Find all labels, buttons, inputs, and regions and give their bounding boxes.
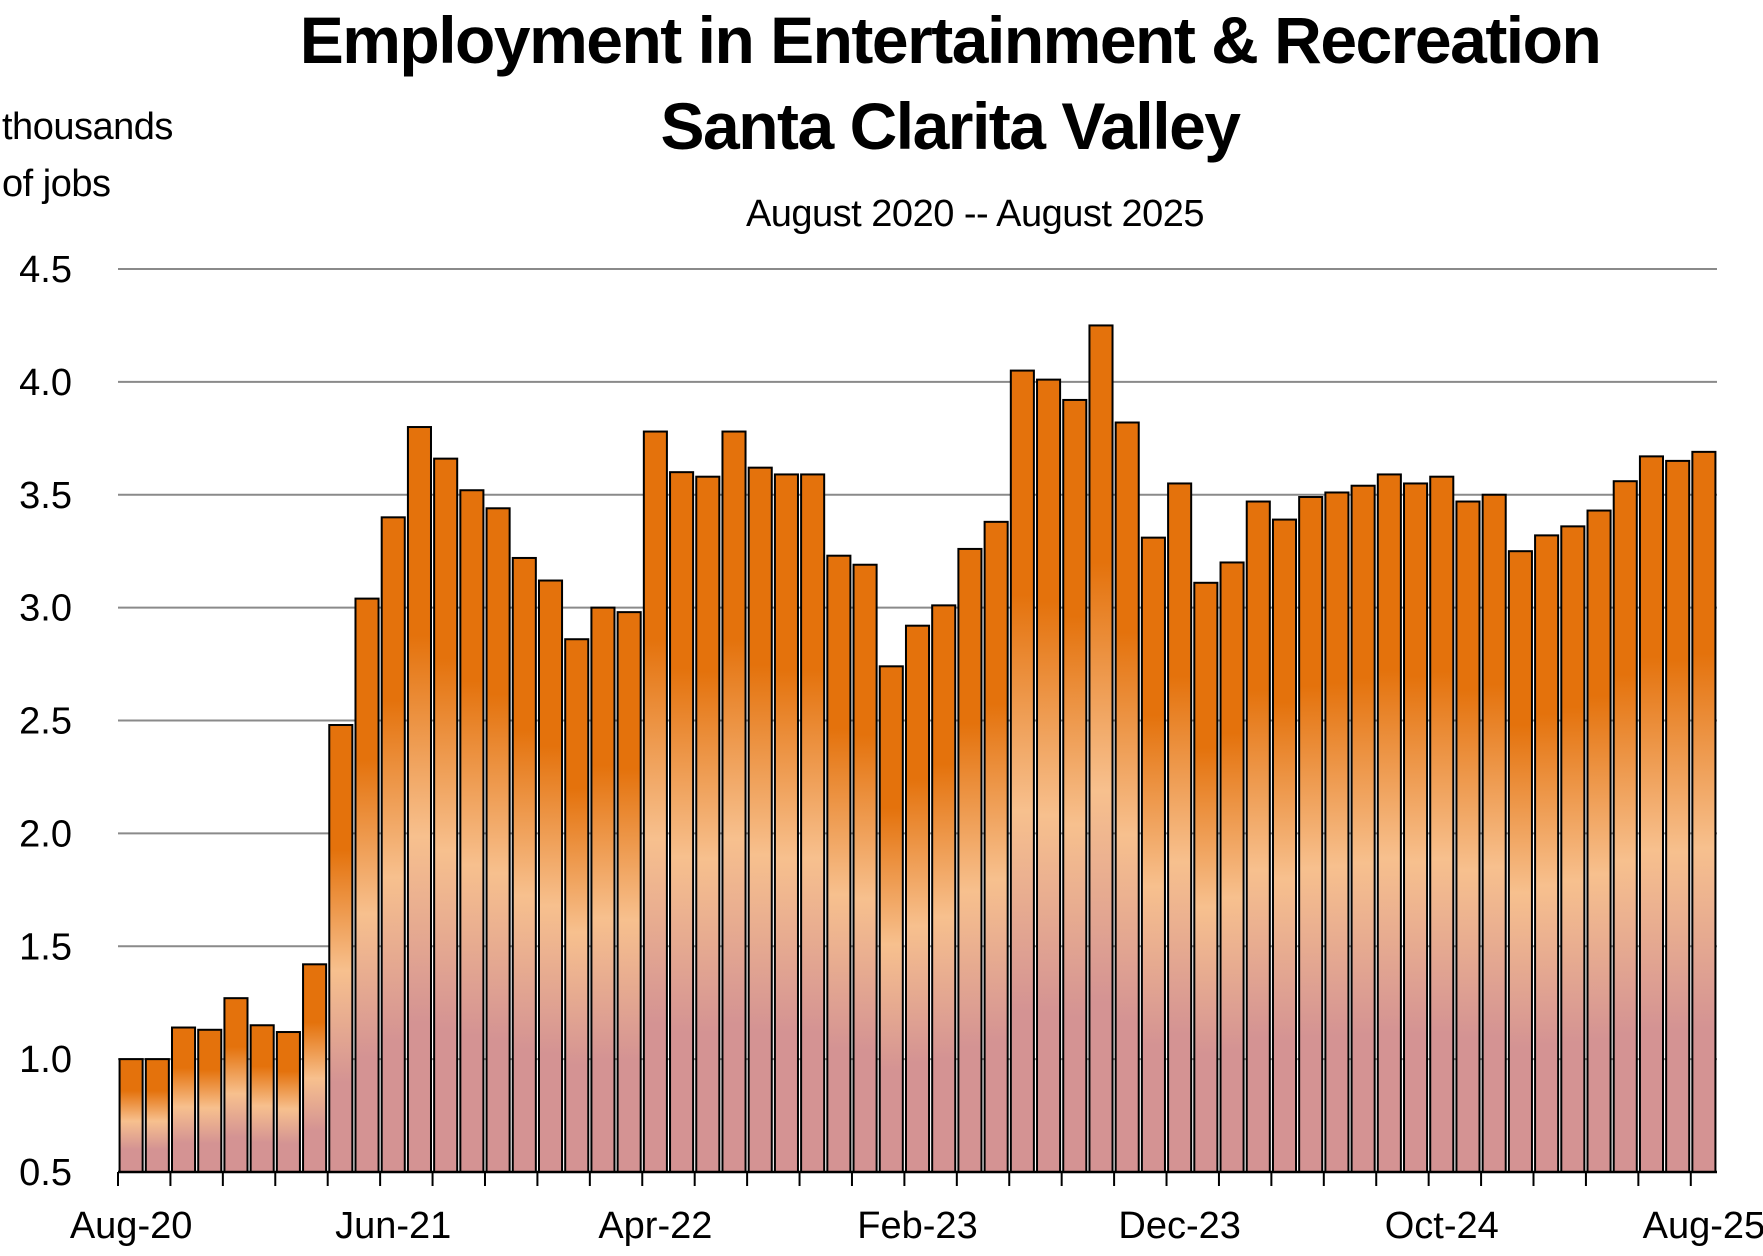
y-axis-ticks: 0.5 1.0 1.5 2.0 2.5 3.0 3.5 4.0 4.5 xyxy=(19,249,72,1194)
bar-Nov-22 xyxy=(826,554,852,1173)
bar-May-21 xyxy=(354,597,380,1173)
bar-Jan-25 xyxy=(1507,550,1533,1173)
bar-Aug-24 xyxy=(1376,473,1402,1173)
x-tick-label: Feb-23 xyxy=(857,1205,977,1247)
bar-Feb-25 xyxy=(1534,534,1560,1173)
bar-Jan-23 xyxy=(878,665,904,1173)
bar-Jan-21 xyxy=(249,1024,275,1174)
bar-Jul-22 xyxy=(721,430,747,1174)
bar-Jun-25 xyxy=(1638,455,1665,1173)
y-tick-label: 2.0 xyxy=(19,813,72,855)
bar-Apr-25 xyxy=(1586,509,1612,1173)
y-tick-label: 4.0 xyxy=(19,362,72,404)
bar-Mar-25 xyxy=(1560,525,1586,1173)
bar-Dec-24 xyxy=(1481,493,1507,1173)
bar-Dec-20 xyxy=(223,997,249,1173)
bar-May-23 xyxy=(983,520,1009,1173)
bar-Nov-21 xyxy=(511,556,537,1173)
bar-Oct-24 xyxy=(1429,475,1455,1173)
bar-Nov-23 xyxy=(1140,536,1166,1173)
bar-Feb-23 xyxy=(904,624,931,1173)
y-tick-label: 3.0 xyxy=(19,588,72,630)
bar-May-22 xyxy=(669,471,695,1174)
bar-Mar-22 xyxy=(616,611,642,1173)
bar-Jan-24 xyxy=(1193,581,1219,1173)
bar-Apr-24 xyxy=(1271,518,1298,1173)
bar-Feb-24 xyxy=(1219,561,1245,1173)
bar-Jun-24 xyxy=(1324,491,1350,1173)
y-tick-label: 4.5 xyxy=(19,249,72,291)
bar-May-25 xyxy=(1612,480,1638,1173)
bar-Oct-22 xyxy=(800,473,826,1173)
bar-Apr-21 xyxy=(328,724,354,1173)
bar-Aug-20 xyxy=(118,1058,144,1174)
bar-Oct-23 xyxy=(1114,421,1140,1173)
bar-Jul-21 xyxy=(406,426,432,1173)
x-tick-label: Dec-23 xyxy=(1118,1205,1241,1247)
bar-Nov-20 xyxy=(197,1028,223,1174)
bar-Sep-23 xyxy=(1088,324,1114,1173)
y-tick-label: 2.5 xyxy=(19,701,72,743)
bar-Jul-25 xyxy=(1665,459,1691,1173)
x-tick-label: Aug-20 xyxy=(70,1205,193,1247)
chart-title-line-2: Santa Clarita Valley xyxy=(660,89,1242,163)
bar-Apr-23 xyxy=(957,547,983,1173)
x-tick-label: Aug-25 xyxy=(1643,1205,1763,1247)
bars xyxy=(118,324,1717,1174)
bar-Apr-22 xyxy=(642,430,668,1174)
x-tick-label: Apr-22 xyxy=(598,1205,712,1247)
y-tick-label: 1.0 xyxy=(19,1039,72,1081)
x-tick-label: Jun-21 xyxy=(335,1205,451,1247)
bar-Jul-23 xyxy=(1036,378,1062,1173)
bar-Oct-21 xyxy=(485,507,511,1174)
x-tick-label: Oct-24 xyxy=(1385,1205,1499,1247)
x-axis-ticks: Aug-20 Jun-21 Apr-22 Feb-23 Dec-23 Oct-24 Aug-… xyxy=(70,1205,1763,1247)
bar-Aug-25 xyxy=(1691,450,1717,1173)
bar-Sep-21 xyxy=(459,489,485,1173)
bar-Feb-21 xyxy=(275,1031,301,1174)
x-axis xyxy=(117,1170,1717,1186)
bar-Mar-24 xyxy=(1245,500,1271,1173)
bar-Jul-24 xyxy=(1350,484,1376,1174)
bar-Sep-22 xyxy=(773,473,799,1173)
bar-Dec-23 xyxy=(1167,482,1193,1173)
bar-Sep-24 xyxy=(1403,482,1429,1173)
bar-Aug-23 xyxy=(1062,398,1088,1173)
chart-title: Employment in Entertainment & Recreation xyxy=(299,3,1602,77)
bar-Jun-22 xyxy=(695,475,721,1173)
bar-Dec-22 xyxy=(852,563,878,1173)
bar-Mar-23 xyxy=(931,604,957,1173)
bar-Jun-21 xyxy=(380,516,406,1173)
bar-Aug-22 xyxy=(747,466,773,1174)
bar-Oct-20 xyxy=(171,1026,197,1174)
y-tick-label: 0.5 xyxy=(19,1152,72,1194)
y-axis-label-line-2: of jobs xyxy=(2,163,111,205)
chart-subtitle: August 2020 -- August 2025 xyxy=(745,193,1205,235)
y-axis-label-line-1: thousands xyxy=(2,106,173,148)
bar-Sep-20 xyxy=(144,1058,170,1174)
y-tick-label: 1.5 xyxy=(19,926,72,968)
bar-Jan-22 xyxy=(564,638,590,1173)
y-tick-label: 3.5 xyxy=(19,475,72,517)
bar-May-24 xyxy=(1298,496,1324,1173)
bar-Nov-24 xyxy=(1455,500,1481,1173)
bar-Mar-21 xyxy=(302,963,328,1173)
bar-Aug-21 xyxy=(433,457,459,1173)
bar-Feb-22 xyxy=(590,606,616,1174)
bar-Dec-21 xyxy=(537,579,564,1173)
bar-Jun-23 xyxy=(1009,369,1035,1173)
